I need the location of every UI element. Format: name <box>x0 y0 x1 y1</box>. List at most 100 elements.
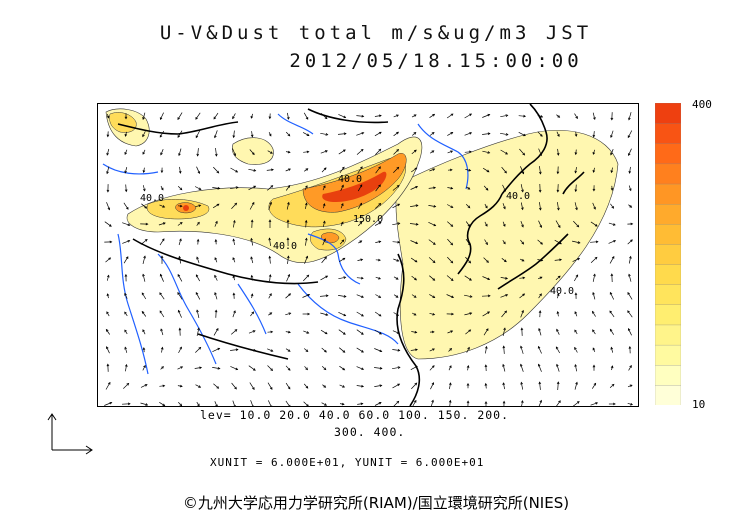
wind-vector <box>213 328 219 336</box>
wind-vector <box>428 239 436 245</box>
wind-vector-head <box>538 327 541 331</box>
wind-vector <box>142 365 146 371</box>
colorbar-min-label: 10 <box>692 398 706 411</box>
wind-vector <box>590 402 598 406</box>
wind-vector-head <box>325 313 329 316</box>
wind-vector-head <box>268 255 272 259</box>
contour-label: 40.0 <box>338 174 362 185</box>
wind-vector <box>124 167 128 173</box>
wind-vector <box>356 294 364 298</box>
wind-vector <box>124 347 128 353</box>
wind-vector-head <box>469 278 472 281</box>
wind-vector <box>483 185 489 191</box>
wind-vector <box>251 131 253 137</box>
wind-vector-head <box>142 134 145 138</box>
wind-vector <box>467 365 469 371</box>
wind-vector-head <box>178 153 181 157</box>
wind-vector-head <box>378 131 382 135</box>
wind-vector <box>357 259 363 261</box>
wind-vector-head <box>106 311 109 315</box>
wind-vector-head <box>196 309 199 313</box>
wind-vector <box>374 222 382 226</box>
wind-vector <box>611 167 613 173</box>
wind-vector-head <box>575 207 578 211</box>
wind-vector-head <box>450 278 454 281</box>
wind-vector <box>321 366 327 370</box>
wind-vector <box>608 240 616 244</box>
wind-vector-head <box>343 132 347 136</box>
wind-vector <box>124 311 128 317</box>
wind-vector <box>267 365 273 371</box>
wind-vector-head <box>630 222 634 226</box>
wind-vector-head <box>127 402 131 406</box>
wind-vector-head <box>359 184 363 188</box>
wind-vector-head <box>523 114 527 118</box>
wind-vector-head <box>235 186 239 189</box>
wind-vector <box>428 187 436 189</box>
wind-vector-head <box>124 273 128 277</box>
wind-vector-head <box>307 312 311 316</box>
dust-field-low <box>105 108 619 360</box>
wind-vector-head <box>557 115 561 118</box>
wind-vector <box>106 346 110 354</box>
wind-vector-head <box>269 293 272 296</box>
wind-vector-head <box>142 188 146 192</box>
wind-vector <box>609 256 615 264</box>
wind-vector-head <box>106 293 110 297</box>
wind-vector-head <box>124 346 127 350</box>
wind-vector <box>574 364 578 372</box>
wind-vector <box>572 258 580 262</box>
wind-vector-head <box>159 273 163 277</box>
wind-vector-head <box>160 170 164 174</box>
wind-vector-head <box>610 170 614 174</box>
wind-vector-head <box>537 363 541 367</box>
wind-vector-head <box>161 187 164 191</box>
wind-vector <box>447 150 453 154</box>
wind-vector-head <box>107 207 111 211</box>
wind-vector-head <box>142 273 145 277</box>
wind-vector-head <box>124 329 127 333</box>
wind-vector <box>303 348 309 352</box>
wind-vector-head <box>195 135 199 139</box>
wind-vector <box>593 167 595 173</box>
wind-vector <box>287 112 289 120</box>
wind-vector <box>215 147 217 157</box>
wind-vector <box>159 130 165 138</box>
reference-vector-icon <box>47 413 93 455</box>
wind-vector-head <box>432 113 436 117</box>
wind-vector <box>320 275 328 281</box>
wind-vector <box>230 349 238 351</box>
wind-vector <box>250 311 254 317</box>
wind-vector <box>628 256 632 264</box>
wind-vector <box>141 292 147 300</box>
wind-vector <box>592 149 596 155</box>
wind-vector <box>573 274 579 282</box>
wind-vector-head <box>270 349 274 352</box>
wind-vector <box>321 167 327 173</box>
wind-vector-head <box>593 206 596 210</box>
wind-vector <box>213 166 219 174</box>
colorbar-segment <box>655 183 681 205</box>
wind-vector-head <box>396 259 400 262</box>
wind-vector <box>465 256 471 264</box>
wind-vector-head <box>505 294 509 297</box>
wind-vector-head <box>287 330 291 334</box>
wind-vector-head <box>178 255 181 259</box>
colorbar-segment <box>655 223 681 245</box>
wind-vector-head <box>628 117 631 121</box>
wind-vector <box>194 186 202 190</box>
chart-title: U-V&Dust total m/s&ug/m3 JST <box>159 22 593 44</box>
wind-vector <box>143 167 145 173</box>
wind-vector-head <box>449 347 453 351</box>
wind-vector <box>537 131 543 137</box>
wind-vector-head <box>288 168 291 171</box>
wind-vector-head <box>342 332 346 335</box>
wind-vector <box>178 256 182 264</box>
wind-vector-head <box>360 258 364 262</box>
wind-vector <box>177 292 183 300</box>
wind-vector <box>556 400 561 406</box>
wind-vector <box>482 167 490 173</box>
wind-vector-head <box>141 310 145 314</box>
wind-vector <box>105 382 111 390</box>
wind-vector-head <box>323 238 326 242</box>
